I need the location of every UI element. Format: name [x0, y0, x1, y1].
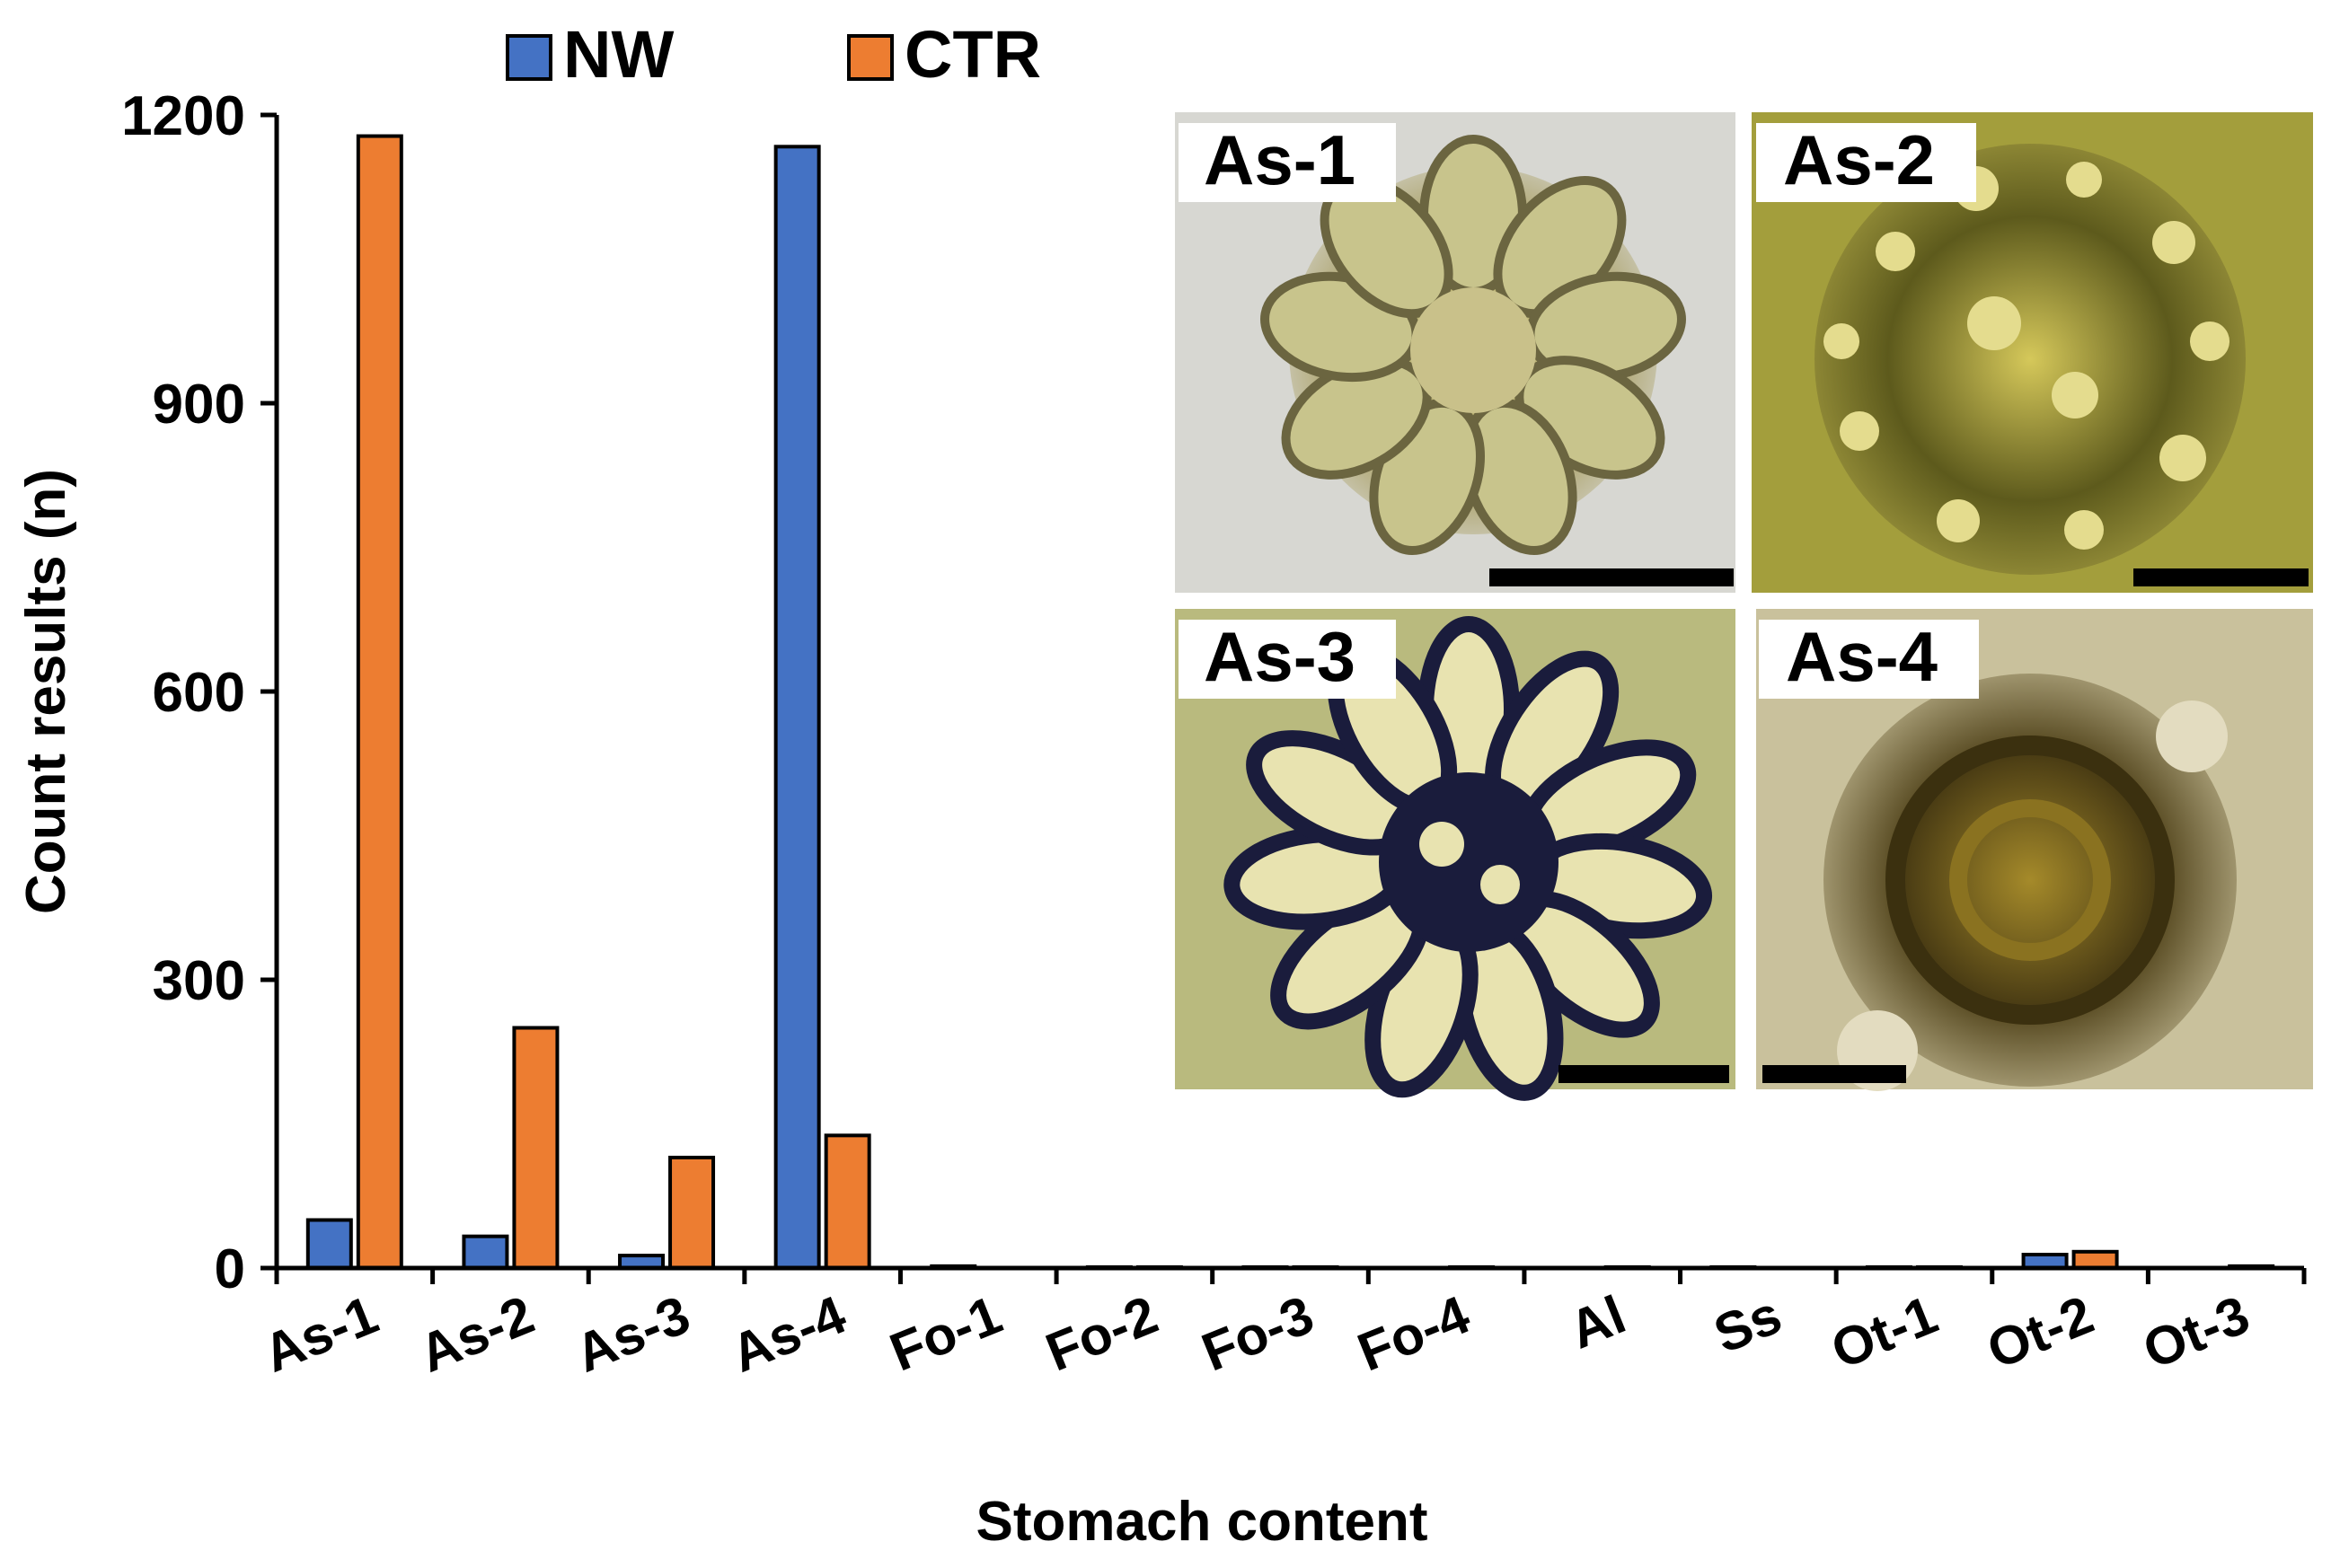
- x-tick-label: Ot-2: [1979, 1284, 2101, 1380]
- x-tick-label: Al: [1561, 1284, 1634, 1361]
- inset-as-1: As-1: [1175, 112, 1735, 593]
- x-tick-label: Ot-1: [1823, 1284, 1945, 1380]
- bar-ctr-as-1: [356, 134, 403, 1270]
- bar-ctr-ot-2: [2071, 1249, 2119, 1271]
- legend-swatch-nw: [506, 34, 552, 81]
- inset-label-as-4: As-4: [1786, 617, 1938, 696]
- bar-nw-as-4: [773, 145, 821, 1270]
- y-tick-label: 600: [153, 662, 245, 724]
- bar-ctr-as-3: [668, 1155, 716, 1270]
- inset-as-4: As-4: [1756, 609, 2313, 1091]
- x-tick-label: As-1: [255, 1284, 386, 1384]
- x-tick-label: As-4: [723, 1284, 854, 1384]
- y-tick-label: 0: [215, 1238, 245, 1300]
- y-tick-label: 300: [153, 950, 245, 1012]
- x-tick-label: As-3: [567, 1284, 698, 1384]
- micrograph-as-1: [1260, 135, 1686, 556]
- y-tick-label: 1200: [121, 85, 245, 147]
- bar-nw-as-1: [305, 1218, 353, 1270]
- chart-legend: NW CTR: [506, 17, 1041, 92]
- legend-swatch-ctr: [847, 34, 894, 81]
- x-tick-label: Fo-1: [882, 1284, 1011, 1383]
- inset-label-as-2: As-2: [1783, 120, 1935, 199]
- bar-ctr-as-4: [824, 1133, 871, 1270]
- x-tick-label: Ss: [1706, 1284, 1789, 1365]
- inset-label-as-1: As-1: [1204, 120, 1355, 199]
- inset-as-2: As-2: [1752, 112, 2313, 593]
- inset-as-3: As-3: [1175, 609, 1735, 1101]
- y-axis-label: Count results (n): [15, 469, 77, 914]
- legend-label-nw: NW: [563, 17, 674, 92]
- bar-nw-as-2: [462, 1234, 509, 1270]
- x-tick-label: As-2: [411, 1284, 543, 1384]
- bar-ctr-as-2: [512, 1026, 560, 1270]
- inset-label-as-3: As-3: [1204, 617, 1355, 696]
- micrograph-as-3: [1223, 616, 1713, 1101]
- x-axis-label: Stomach content: [976, 1491, 1428, 1553]
- x-tick-label: Fo-4: [1349, 1284, 1478, 1383]
- x-tick-label: Ot-3: [2135, 1284, 2257, 1380]
- micrograph-as-2: [1814, 144, 2246, 575]
- y-tick-label: 900: [153, 374, 245, 436]
- x-tick-label: Fo-3: [1194, 1284, 1322, 1383]
- legend-label-ctr: CTR: [905, 17, 1041, 92]
- x-tick-label: Fo-2: [1037, 1284, 1166, 1383]
